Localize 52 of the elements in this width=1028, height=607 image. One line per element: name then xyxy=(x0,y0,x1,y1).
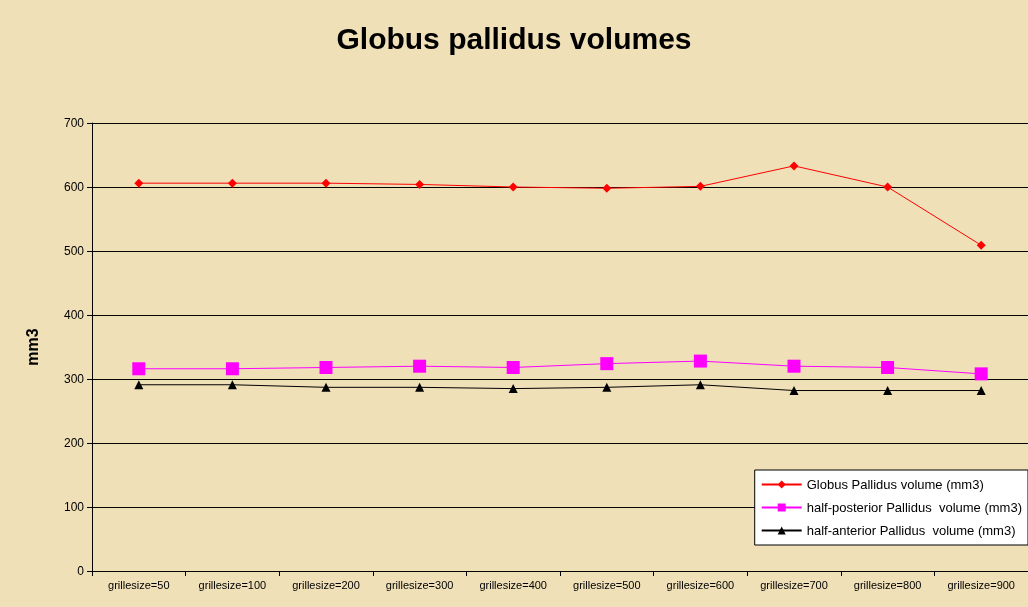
point xyxy=(695,181,705,191)
point xyxy=(415,382,425,392)
point xyxy=(227,380,237,390)
y-axis-title: mm3 xyxy=(23,328,41,366)
y-tick-label: 600 xyxy=(63,180,85,194)
legend-label: Globus Pallidus volume (mm3) xyxy=(806,477,984,492)
point xyxy=(508,182,518,192)
point xyxy=(883,182,893,192)
x-tick-label: grillesize=800 xyxy=(853,578,922,591)
point xyxy=(976,240,986,250)
x-tick-label: grillesize=900 xyxy=(947,578,1015,591)
point xyxy=(134,178,144,188)
point xyxy=(787,359,801,373)
x-tick-label: grillesize=500 xyxy=(573,578,641,591)
x-tick-label: grillesize=400 xyxy=(479,578,547,591)
point xyxy=(974,367,988,381)
point xyxy=(602,183,612,193)
legend-label: half-posterior Pallidus volume (mm3) xyxy=(806,500,1022,515)
y-tick-label: 400 xyxy=(63,308,85,322)
y-tick-label: 100 xyxy=(63,500,85,514)
y-tick-label: 300 xyxy=(63,372,85,386)
point xyxy=(508,384,518,394)
point xyxy=(225,362,239,376)
point xyxy=(321,178,331,188)
x-tick-label: grillesize=100 xyxy=(198,578,267,591)
point xyxy=(132,362,146,376)
chart-title: Globus pallidus volumes xyxy=(336,21,692,55)
point xyxy=(506,360,520,374)
point xyxy=(789,161,799,171)
x-tick-label: grillesize=50 xyxy=(108,578,170,591)
y-tick-label: 500 xyxy=(63,244,85,258)
point xyxy=(693,354,707,368)
y-tick-label: 0 xyxy=(77,564,85,578)
point xyxy=(789,386,799,396)
point xyxy=(883,386,893,396)
point xyxy=(227,178,237,188)
point xyxy=(881,360,895,374)
point xyxy=(976,386,986,396)
point xyxy=(415,179,425,189)
x-tick-label: grillesize=200 xyxy=(292,578,360,591)
x-tick-label: grillesize=600 xyxy=(666,578,735,591)
point xyxy=(600,357,614,371)
point xyxy=(695,380,705,390)
y-tick-label: 200 xyxy=(63,436,85,450)
y-tick-label: 700 xyxy=(63,116,85,130)
point xyxy=(602,382,612,392)
x-tick-label: grillesize=700 xyxy=(760,578,828,591)
point xyxy=(321,382,331,392)
legend-label: half-anterior Pallidus volume (mm3) xyxy=(806,523,1016,538)
point xyxy=(413,359,427,373)
point xyxy=(319,360,333,374)
x-tick-label: grillesize=300 xyxy=(385,578,454,591)
